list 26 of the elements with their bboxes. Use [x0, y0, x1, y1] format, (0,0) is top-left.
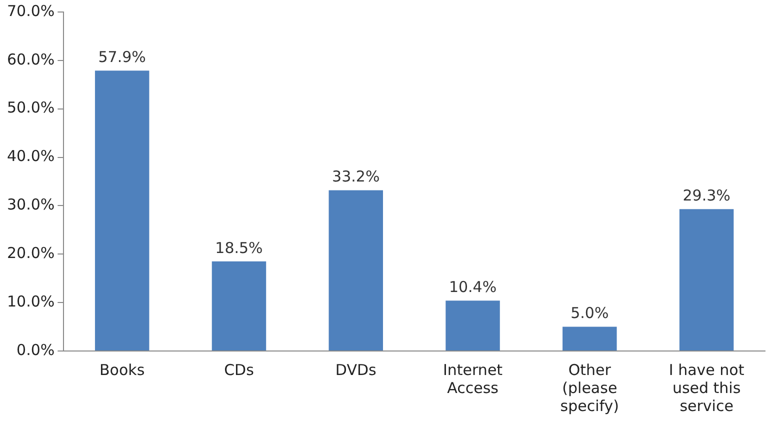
data-label: 57.9%: [98, 48, 146, 66]
bar: [212, 261, 266, 350]
y-tick-label: 20.0%: [6, 244, 55, 262]
bar: [562, 326, 617, 350]
data-label: 33.2%: [332, 168, 380, 186]
y-tick-label: 40.0%: [6, 147, 55, 166]
y-tick-label: 60.0%: [6, 50, 55, 68]
y-tick-label: 50.0%: [6, 98, 55, 117]
y-tick-label: 30.0%: [6, 196, 55, 214]
x-tick-label: DVDs: [335, 360, 377, 379]
x-tick-label: Books: [100, 360, 145, 379]
data-label: 10.4%: [448, 278, 497, 296]
x-tick-label: Other (please specify): [560, 360, 620, 415]
y-tick-label: 70.0%: [6, 2, 55, 20]
bar: [679, 209, 734, 350]
y-tick-label: 10.0%: [6, 292, 55, 310]
bar: [446, 300, 500, 350]
data-label: 29.3%: [682, 186, 730, 204]
x-tick-label: Internet Access: [442, 360, 503, 397]
bar: [328, 190, 383, 350]
x-tick-label: I have not used this service: [668, 360, 744, 415]
data-label: 5.0%: [570, 304, 609, 322]
y-tick-label: 0.0%: [16, 340, 55, 359]
bar: [94, 70, 150, 350]
x-tick-label: CDs: [224, 360, 254, 379]
data-label: 18.5%: [215, 238, 263, 257]
